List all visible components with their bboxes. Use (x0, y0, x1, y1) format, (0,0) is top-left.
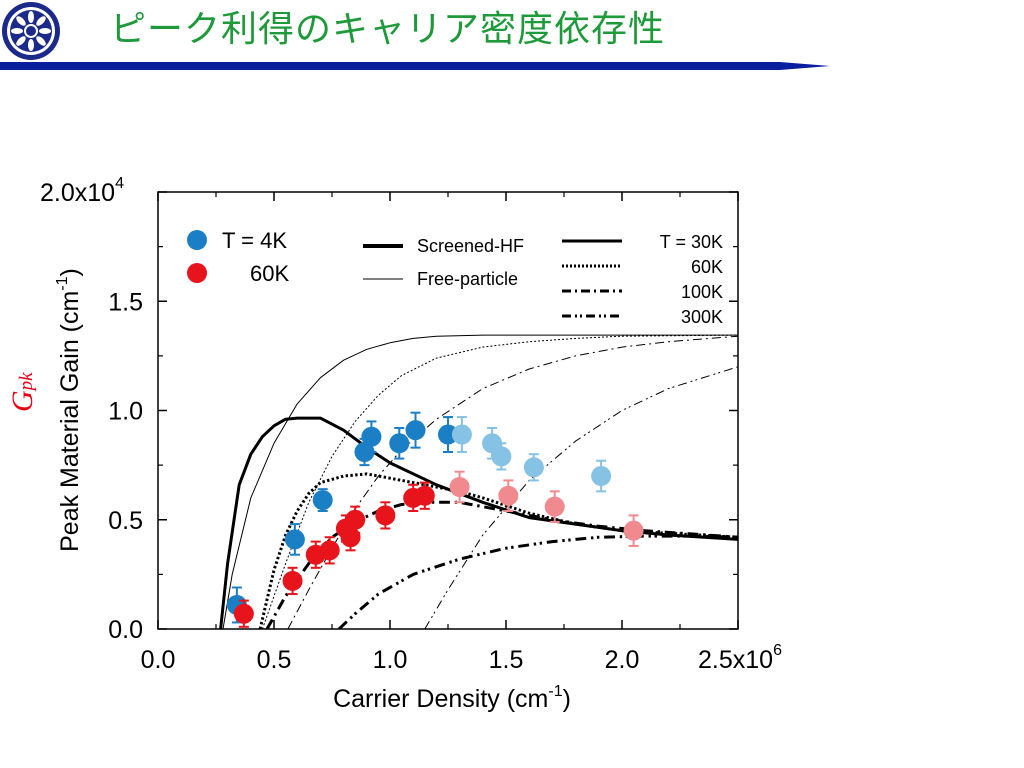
axes: 0.0 0.5 1.0 1.5 2.0 2.5x106 0.0 0.5 1.0 1.5 2.0x10… (40, 175, 782, 713)
x-axis-title-end: ) (563, 685, 571, 713)
legend-temp-label: T = 30K (660, 232, 723, 252)
model-curves (219, 334, 738, 629)
x-tick-exponent: 6 (773, 642, 782, 659)
legend-marker-1 (187, 263, 207, 283)
data-point-60k (233, 603, 254, 624)
curve-free-particle-100k (287, 335, 738, 629)
data-point-t-4k-continued (451, 424, 472, 445)
x-tick-label: 2.0 (605, 646, 640, 674)
university-logo (2, 2, 60, 60)
curve-free-particle-60k (261, 334, 738, 629)
x-tick-label: 0.5 (257, 646, 292, 674)
legend-marker-label: T = 4K (222, 228, 287, 253)
data-point-t-4k-continued (523, 457, 544, 478)
data-point-t-4k-continued (591, 466, 612, 487)
legend-temp-label: 100K (681, 282, 723, 302)
y-tick-exponent: 4 (115, 175, 124, 192)
curve-screened-hf-100k (265, 500, 738, 629)
y-tick-label: 0.5 (108, 507, 143, 535)
plot-frame (157, 191, 739, 630)
y-tick-label: 1.0 (108, 398, 143, 426)
data-point-60k (340, 527, 361, 548)
y-tick-label: 0.0 (108, 616, 143, 644)
data-point-60k-continued (449, 476, 470, 497)
curve-free-particle-300k (424, 366, 738, 629)
y-axis-title-end: ) (56, 268, 84, 276)
data-point-t-4k-continued (491, 446, 512, 467)
data-point-60k (414, 485, 435, 506)
data-point-60k-continued (498, 485, 519, 506)
data-point-t-4k (438, 424, 458, 445)
curve-screened-hf-300k (337, 534, 738, 629)
legend-temp-label: 60K (691, 257, 723, 277)
x-axis-title-sup: -1 (548, 683, 562, 700)
legend: T = 4K 60K Screened-HF Free-particle T = 30K… (187, 228, 723, 327)
data-point-60k-continued (544, 496, 565, 517)
legend-marker-label: 60K (250, 261, 289, 286)
data-point-60k (319, 540, 340, 561)
curve-screened-hf-60k (258, 472, 738, 629)
y-tick-label: 2.0x104 (40, 175, 124, 207)
y-tick-label: 1.5 (108, 288, 143, 316)
x-tick-label: 0.0 (141, 646, 176, 674)
x-tick-label: 1.0 (373, 646, 408, 674)
slide-title: ピーク利得のキャリア密度依存性 (110, 9, 666, 50)
data-point-t-4k (405, 420, 426, 441)
x-axis-title: Carrier Density (cm-1) (333, 683, 571, 713)
data-point-60k (282, 570, 303, 591)
data-point-t-4k (312, 490, 333, 511)
data-point-60k-continued (623, 520, 644, 541)
y-axis-title-sup: -1 (54, 276, 71, 290)
legend-model-label: Free-particle (417, 269, 518, 289)
data-point-t-4k (361, 426, 382, 447)
x-tick-label: 2.5x106 (698, 642, 782, 674)
curve-free-particle-30k (222, 334, 738, 629)
legend-temp-label: 300K (681, 307, 723, 327)
data-point-t-4k (354, 442, 375, 463)
x-tick-label: 1.5 (489, 646, 524, 674)
data-points (226, 411, 644, 628)
data-point-t-4k (284, 529, 305, 550)
data-point-60k (345, 509, 366, 530)
legend-marker-0 (187, 230, 207, 250)
title-underline (0, 62, 830, 70)
data-point-t-4k (389, 433, 410, 454)
y-axis-title: Peak Material Gain (cm-1) (54, 268, 84, 552)
legend-model-label: Screened-HF (417, 236, 524, 256)
data-point-60k (375, 505, 396, 526)
